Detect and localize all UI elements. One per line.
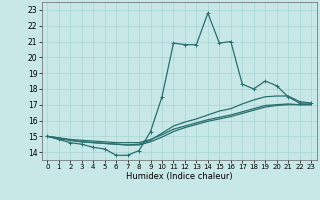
X-axis label: Humidex (Indice chaleur): Humidex (Indice chaleur)	[126, 172, 233, 181]
